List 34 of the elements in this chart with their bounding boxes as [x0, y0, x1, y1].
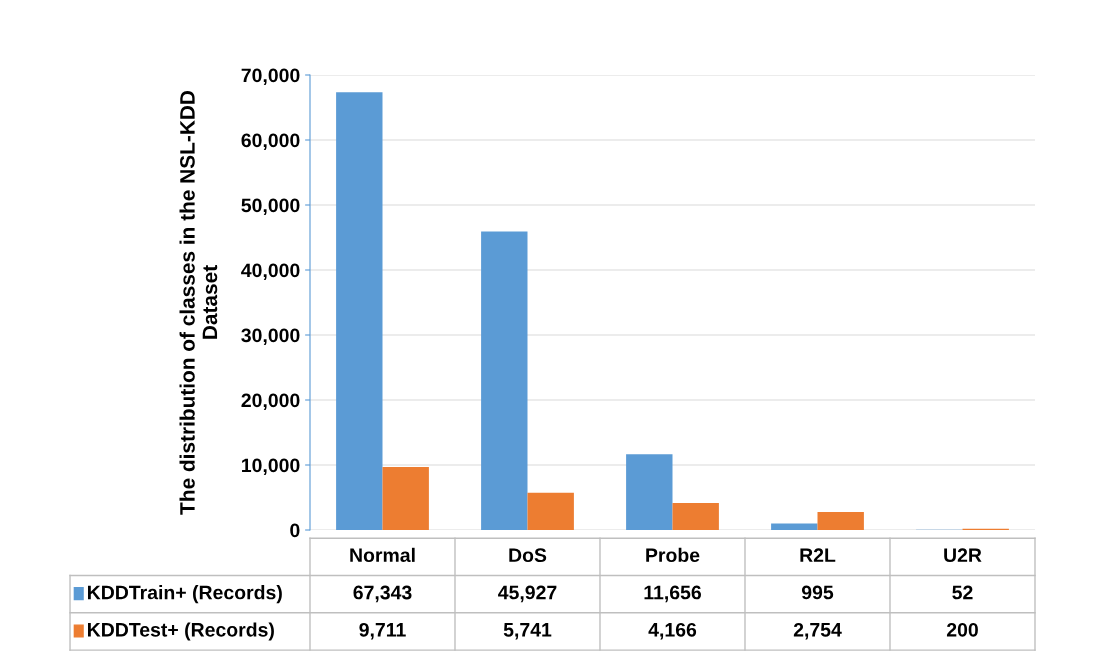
- data-label: 11,656: [644, 585, 701, 603]
- bar: [527, 492, 574, 530]
- data-label: 52: [952, 585, 973, 600]
- y-tick-label: 60,000: [241, 133, 300, 151]
- x-tick-label: U2R: [944, 548, 982, 563]
- data-label: 200: [946, 622, 978, 637]
- bar: [336, 92, 383, 530]
- bar: [672, 502, 719, 530]
- legend-label: KDDTrain+ (Records): [88, 585, 282, 604]
- y-tick-label: 10,000: [242, 458, 300, 476]
- bar: [382, 466, 429, 530]
- data-label: 9,711: [359, 622, 406, 640]
- x-tick-label: R2L: [800, 548, 836, 562]
- y-tick-label: 0: [290, 523, 300, 538]
- x-tick-label: DoS: [509, 548, 547, 563]
- y-tick-label: 50,000: [241, 198, 300, 216]
- y-tick-label: 40,000: [241, 263, 300, 281]
- y-tick-label: 30,000: [241, 328, 300, 346]
- bar: [771, 523, 818, 530]
- bar: [481, 231, 528, 530]
- x-tick-label: Probe: [646, 547, 700, 563]
- y-tick-label: 20,000: [241, 393, 300, 411]
- y-tick-label: 70,000: [241, 68, 300, 86]
- data-label: 2,754: [793, 622, 842, 640]
- x-tick-label: Normal: [350, 547, 415, 563]
- bar: [817, 512, 864, 530]
- data-label: 67,343: [353, 585, 412, 603]
- y-axis-title: The distribution of classes in the NSL-KDD Dataset: [179, 90, 218, 515]
- data-label: 4,166: [648, 622, 697, 640]
- data-label: 5,741: [503, 623, 552, 640]
- legend-label: KDDTest+ (Records): [88, 622, 274, 641]
- data-label: 995: [801, 585, 834, 600]
- data-label: 45,927: [498, 585, 557, 603]
- bar: [626, 454, 673, 530]
